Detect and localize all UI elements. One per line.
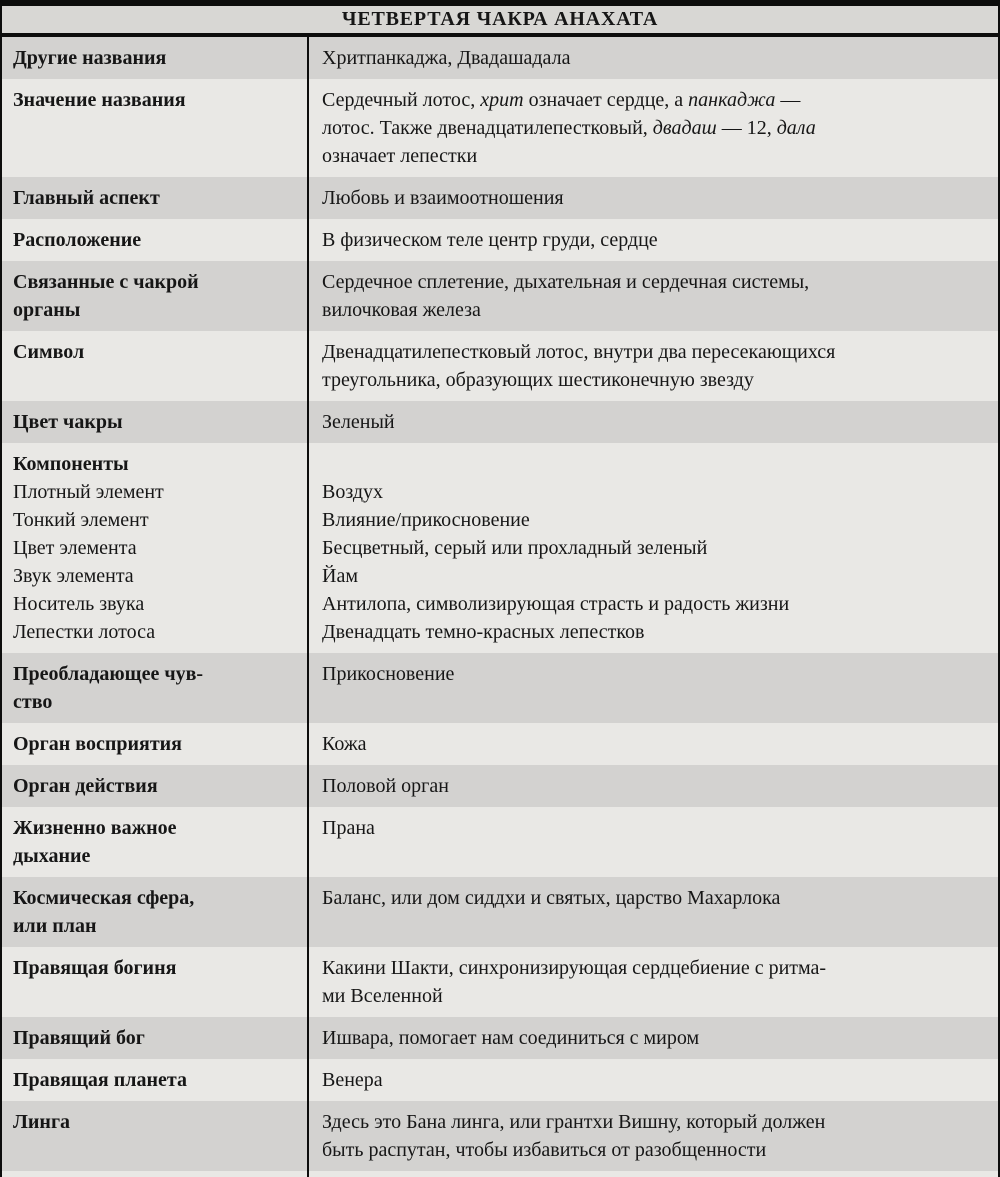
component-value: Двенадцать темно-красных лепестков [322,621,645,643]
table-row: Правящая планета Венера [2,1059,998,1101]
value-italic-term: панкаджа [688,89,776,111]
component-label: Тонкий элемент [13,509,149,531]
table-row: Жизненно важное дыхание Прана [2,807,998,877]
components-spacer [322,450,988,478]
row-value: В физическом теле центр груди, сердце [307,219,998,261]
table-row: Орган восприятия Кожа [2,723,998,765]
row-value: Сердечное сплетение, дыхательная и серде… [307,261,998,331]
row-value: Какини Шакти, синхронизирующая сердцебие… [307,947,998,1017]
row-value: Венера [307,1059,998,1101]
value-text: Сердечный лотос, [322,89,481,111]
row-label: Связанные с чакрой органы [13,271,199,321]
row-value: Воздух Влияние/прикосновение Бесцветный, с… [307,443,998,653]
row-value: Прикосновение [307,653,998,723]
value-text: — 12, [716,117,777,139]
row-label: Правящий бог [13,1027,145,1049]
component-value: Бесцветный, серый или прохладный зеленый [322,537,708,559]
value-italic-term: дала [776,117,816,139]
component-value: Йам [322,565,358,587]
table-row: Правящая богиня Какини Шакти, синхронизир… [2,947,998,1017]
value-italic-term: хрит [480,89,524,111]
row-label: Другие названия [13,47,167,69]
table-row: Линга Здесь это Бана линга, или грантхи В… [2,1101,998,1171]
row-label: Главный аспект [13,187,160,209]
row-value: Двенадцатилепестковый лотос, внутри два … [307,331,998,401]
table-row: Другие названия Хритпанкаджа, Двадашадала [2,37,998,79]
component-value: Влияние/прикосновение [322,509,530,531]
component-label: Плотный элемент [13,481,164,503]
table-row: Значение названия Сердечный лотос, хрит о… [2,79,998,177]
table-row: Преобладающее чув- ство Прикосновение [2,653,998,723]
component-label: Звук элемента [13,565,134,587]
row-label: Цвет чакры [13,411,123,433]
row-value: Любовь и взаимоотношения [307,177,998,219]
table-row: Главный аспект Любовь и взаимоотношения [2,177,998,219]
row-value: Баланс, или дом сиддхи и святых, царство… [307,877,998,947]
next-row-stub [2,1171,998,1177]
row-value: Ишвара, помогает нам соединиться с миром [307,1017,998,1059]
value-italic-term: двадаш [652,117,717,139]
row-label: Космическая сфера, или план [13,887,195,937]
row-label: Преобладающее чув- ство [13,663,204,713]
row-label: Символ [13,341,85,363]
table-row: Космическая сфера, или план Баланс, или д… [2,877,998,947]
component-label: Носитель звука [13,593,145,615]
row-value: Здесь это Бана линга, или грантхи Вишну,… [307,1101,998,1171]
table-header-row: ЧЕТВЕРТАЯ ЧАКРА АНАХАТА [2,6,998,33]
stub-label-cell [2,1171,307,1177]
top-rule-bar [2,0,998,6]
table-row: Орган действия Половой орган [2,765,998,807]
row-value: Кожа [307,723,998,765]
table-row: Правящий бог Ишвара, помогает нам соедини… [2,1017,998,1059]
component-value: Воздух [322,481,384,503]
table-row: Связанные с чакрой органы Сердечное сплет… [2,261,998,331]
page-title: ЧЕТВЕРТАЯ ЧАКРА АНАХАТА [341,8,659,30]
table-body: Другие названия Хритпанкаджа, Двадашадала… [2,37,998,1171]
row-value: Прана [307,807,998,877]
row-value: Половой орган [307,765,998,807]
table-row: Цвет чакры Зеленый [2,401,998,443]
row-label: Орган восприятия [13,733,182,755]
header-rule-bar [2,33,998,37]
row-value: Хритпанкаджа, Двадашадала [307,37,998,79]
value-text: означает сердце, а [523,89,689,111]
component-label: Цвет элемента [13,537,137,559]
component-label: Лепестки лотоса [13,621,156,643]
row-value: Сердечный лотос, хрит означает сердце, а… [307,79,998,177]
value-text: означает лепестки [322,145,478,167]
row-label: Правящая богиня [13,957,177,979]
row-value: Зеленый [307,401,998,443]
value-text: — лотос. Также двенадцатилепестковый, [322,89,801,139]
row-label: Значение названия [13,89,186,111]
row-label: Линга [13,1111,71,1133]
table-row: Компоненты Плотный элемент Тонкий элемент Ц… [2,443,998,653]
row-label: Компоненты Плотный элемент Тонкий элемент Ц… [2,443,307,653]
components-heading: Компоненты [13,453,129,475]
table-row: Символ Двенадцатилепестковый лотос, внутр… [2,331,998,401]
component-value: Антилопа, символизирующая страсть и радо… [322,593,790,615]
table-row: Расположение В физическом теле центр груд… [2,219,998,261]
stub-value-cell [307,1171,998,1177]
row-label: Орган действия [13,775,158,797]
row-label: Расположение [13,229,142,251]
row-label: Жизненно важное дыхание [13,817,177,867]
row-label: Правящая планета [13,1069,187,1091]
